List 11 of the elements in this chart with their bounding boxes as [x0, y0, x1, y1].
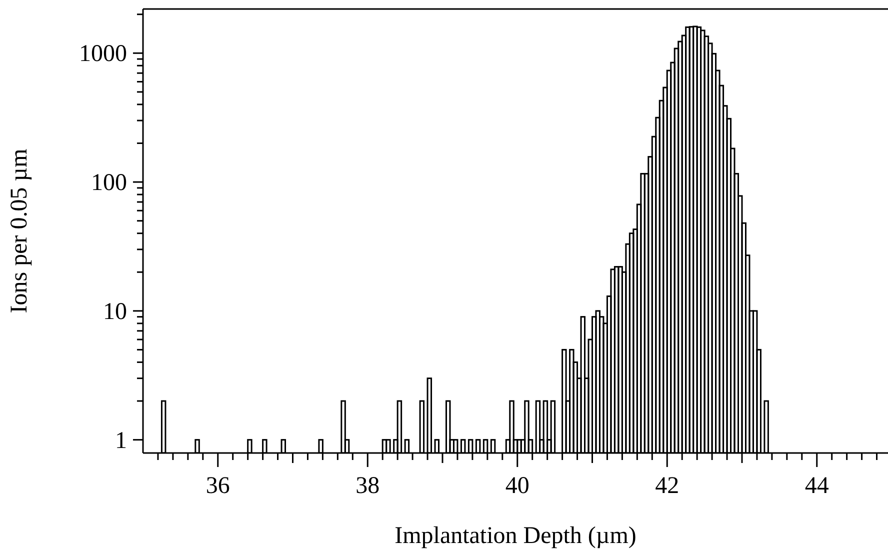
x-tick-label: 36 [206, 473, 230, 499]
y-axis-title: Ions per 0.05 µm [6, 148, 33, 314]
y-tick-label: 1000 [79, 41, 127, 68]
x-tick-label: 42 [655, 473, 680, 499]
x-tick-label: 40 [505, 473, 530, 499]
y-tick-label: 1 [115, 428, 127, 454]
x-tick-label: 38 [356, 473, 380, 499]
x-axis-title: Implantation Depth (µm) [394, 523, 636, 549]
x-tick-label: 44 [804, 473, 829, 499]
y-tick-label: 100 [91, 170, 127, 196]
y-tick-label: 10 [103, 298, 127, 325]
